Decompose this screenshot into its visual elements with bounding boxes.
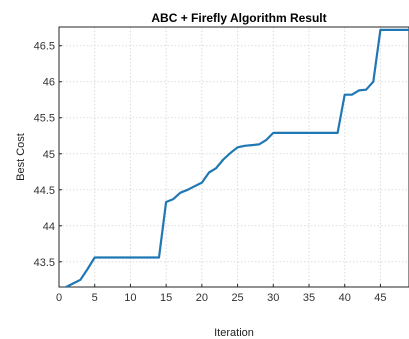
x-tick-label: 40 [339,292,351,304]
x-tick-label: 10 [124,292,136,304]
y-tick-label: 45.5 [34,113,55,125]
series-layer [65,28,409,288]
x-tick-label: 35 [303,292,315,304]
plot-area-border [58,26,409,288]
x-tick-label: 0 [56,292,62,304]
chart-title: ABC + Firefly Algorithm Result [151,11,326,25]
grid-lines [59,27,409,287]
x-tick-label: 5 [92,292,98,304]
x-tick-label: 20 [196,292,208,304]
x-tick-label: 30 [267,292,279,304]
x-axis-label: Iteration [214,327,254,339]
y-axis-label: Best Cost [15,133,27,181]
y-tick-label: 44 [43,221,55,233]
axis-ticks: 0 5 10 15 20 25 30 35 40 45 43.5 44 44.5 45 45.5 46 46.5 [34,41,387,304]
y-tick-label: 45 [43,149,55,161]
y-tick-label: 46.5 [34,41,55,53]
y-tick-label: 43.5 [34,257,55,269]
y-tick-label: 46 [43,77,55,89]
y-tick-label: 44.5 [34,185,55,197]
x-tick-label: 25 [231,292,243,304]
x-tick-label: 45 [374,292,386,304]
best-cost-line [65,28,409,288]
x-tick-label: 15 [160,292,172,304]
